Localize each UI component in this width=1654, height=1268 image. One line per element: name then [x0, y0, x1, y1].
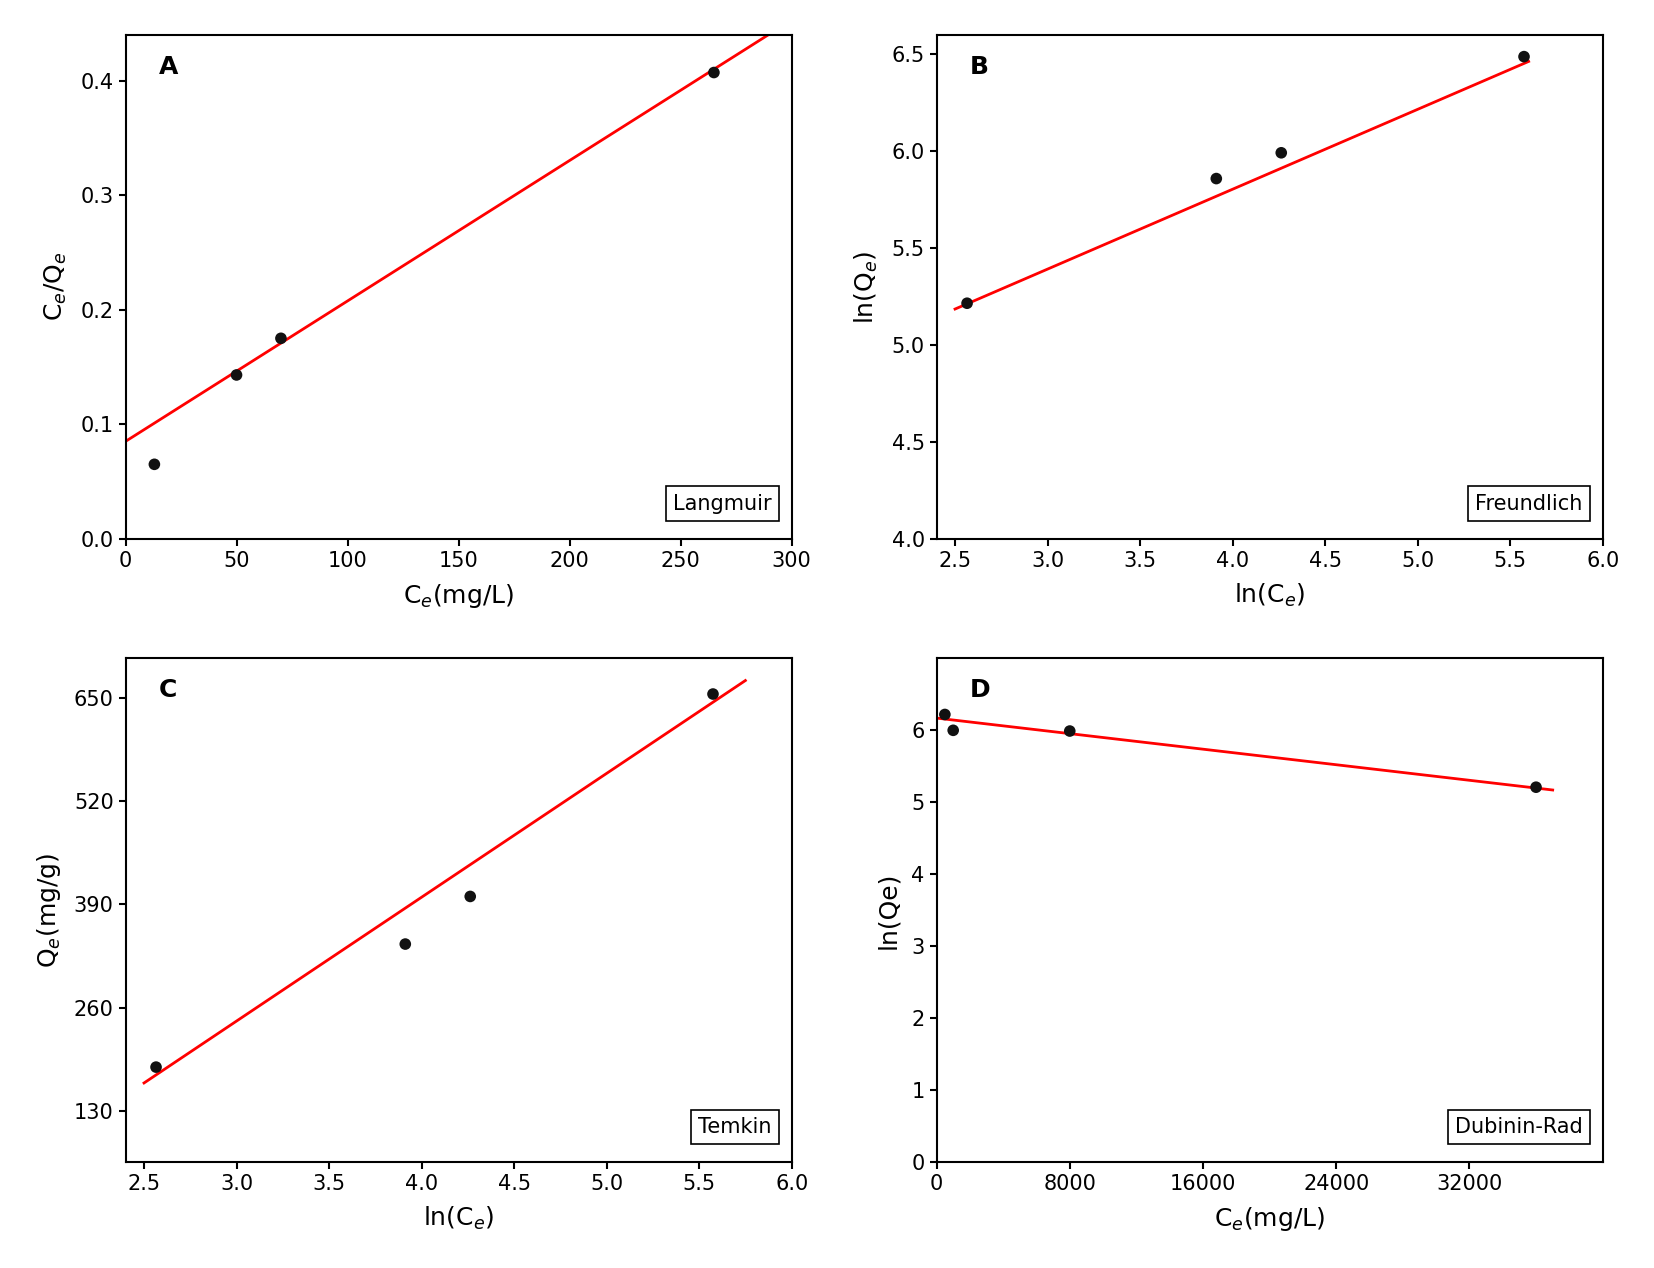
Point — [457, 886, 483, 907]
Point — [939, 720, 966, 741]
Point — [1510, 47, 1537, 67]
Y-axis label: C$_e$/Q$_e$: C$_e$/Q$_e$ — [43, 252, 69, 322]
Point — [1057, 721, 1083, 742]
Y-axis label: Q$_e$(mg/g): Q$_e$(mg/g) — [35, 852, 63, 967]
Point — [954, 293, 981, 313]
Text: D: D — [969, 678, 991, 702]
Text: C: C — [159, 678, 177, 702]
Point — [1269, 142, 1295, 162]
Text: Freundlich: Freundlich — [1475, 493, 1583, 514]
Point — [1202, 169, 1229, 189]
Point — [223, 365, 250, 385]
Point — [141, 454, 167, 474]
Text: A: A — [159, 55, 179, 79]
Point — [142, 1058, 169, 1078]
Point — [700, 683, 726, 704]
Point — [268, 328, 294, 349]
Point — [1523, 777, 1550, 798]
X-axis label: ln(C$_e$): ln(C$_e$) — [1234, 582, 1305, 609]
Point — [931, 704, 958, 724]
Y-axis label: ln(Qe): ln(Qe) — [877, 871, 900, 948]
Y-axis label: ln(Q$_e$): ln(Q$_e$) — [853, 250, 880, 323]
Text: B: B — [969, 55, 989, 79]
Text: Langmuir: Langmuir — [673, 493, 772, 514]
X-axis label: ln(C$_e$): ln(C$_e$) — [423, 1206, 495, 1232]
Text: Dubinin-Rad: Dubinin-Rad — [1456, 1117, 1583, 1137]
Text: Temkin: Temkin — [698, 1117, 772, 1137]
X-axis label: C$_e$(mg/L): C$_e$(mg/L) — [404, 582, 514, 610]
Point — [392, 935, 418, 955]
X-axis label: C$_e$(mg/L): C$_e$(mg/L) — [1214, 1206, 1325, 1234]
Point — [701, 62, 728, 82]
